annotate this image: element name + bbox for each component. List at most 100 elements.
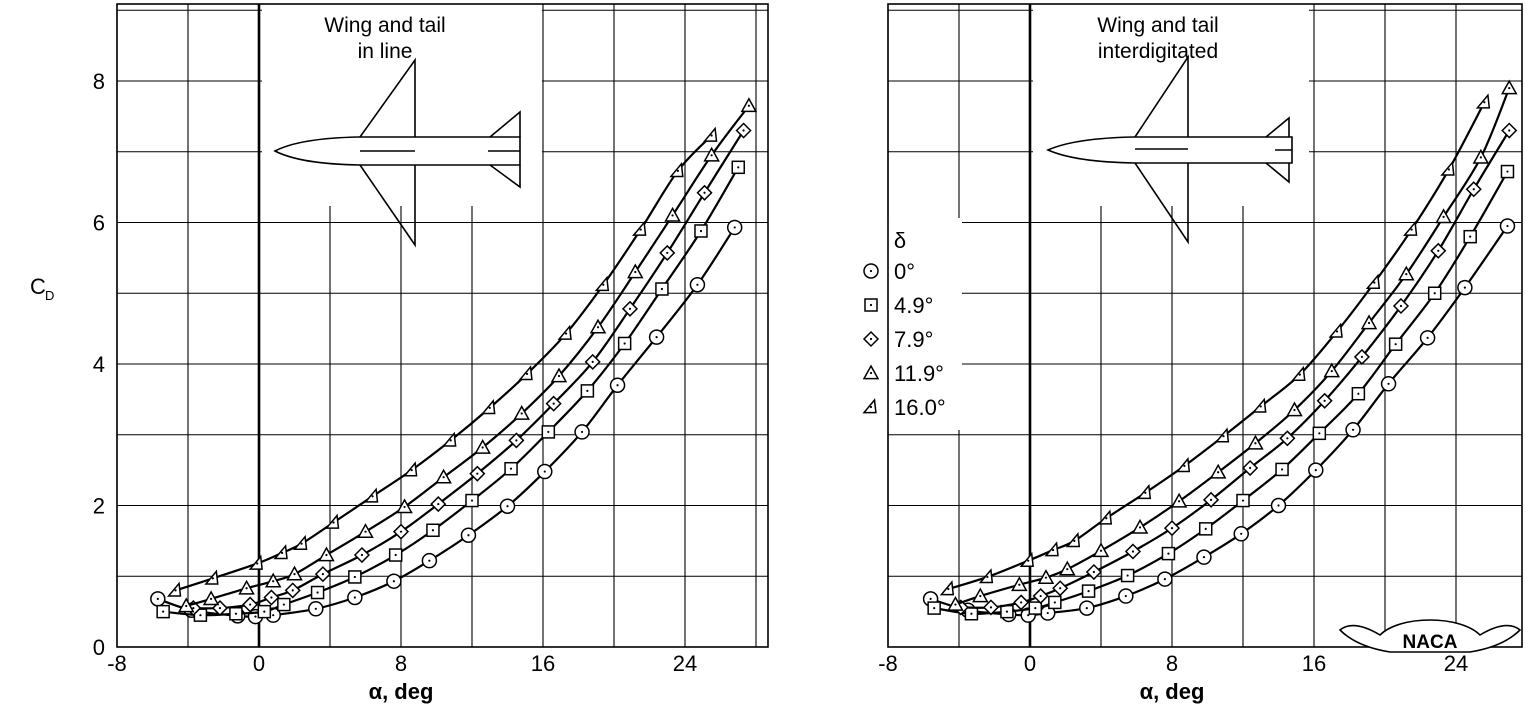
data-point-dot: [986, 575, 989, 579]
data-point: [248, 554, 263, 570]
data-point-dot: [869, 337, 873, 341]
data-point-dot: [1144, 491, 1147, 494]
data-point-dot: [639, 228, 642, 231]
data-point-dot: [428, 559, 431, 562]
data-point-dot: [1483, 101, 1486, 104]
data-point: [939, 580, 955, 596]
data-point-dot: [1163, 577, 1166, 581]
data-point-dot: [1046, 611, 1049, 615]
data-point-dot: [1318, 432, 1321, 435]
data-point-dot: [325, 553, 328, 557]
data-point-dot: [628, 307, 632, 310]
data-point: [204, 569, 219, 585]
data-point-dot: [1298, 373, 1301, 376]
series-half-triangle: [166, 126, 718, 597]
data-point-dot: [1447, 168, 1450, 171]
panel-frame: [116, 3, 769, 648]
x-axis-label: α, deg: [1140, 679, 1205, 704]
data-point-dot: [1394, 343, 1397, 346]
y-axis-label: C D: [30, 274, 54, 303]
missile-sketch-interdigitated: [1046, 54, 1293, 245]
data-point-dot: [1217, 471, 1220, 474]
data-point: [1365, 273, 1381, 289]
data-point-dot: [470, 499, 474, 502]
data-point-dot: [199, 614, 202, 617]
data-point-dot: [710, 134, 713, 137]
data-point-dot: [671, 214, 674, 217]
data-point-dot: [353, 575, 356, 579]
panel-2-title-line-1: Wing and tail: [1097, 14, 1218, 37]
series-line: [948, 101, 1486, 591]
data-point-dot: [634, 270, 637, 274]
data-point-dot: [623, 342, 626, 345]
data-point-dot: [1506, 224, 1509, 228]
x-tick-label: 16: [1302, 651, 1326, 676]
data-point-dot: [1039, 594, 1042, 598]
legend-item: 0°: [863, 259, 915, 284]
data-point-dot: [442, 476, 445, 479]
data-point-dot: [1508, 86, 1511, 90]
data-point-dot: [1373, 281, 1376, 284]
data-point-dot: [591, 360, 594, 363]
data-point-dot: [1335, 330, 1339, 333]
legend-label: 0°: [894, 259, 915, 284]
data-point-dot: [174, 589, 177, 592]
data-point-dot: [557, 374, 561, 378]
data-point-dot: [1222, 435, 1225, 438]
data-point-dot: [156, 597, 159, 600]
panel-2-title-line-2: interdigitated: [1098, 40, 1218, 63]
data-point-dot: [1034, 606, 1037, 610]
data-point: [557, 324, 572, 340]
data-point: [481, 399, 496, 415]
data-point-dot: [1330, 369, 1333, 373]
data-point-dot: [1020, 601, 1023, 604]
data-point-dot: [929, 597, 932, 600]
y-tick-label: 8: [93, 69, 105, 94]
naca-logo-text: NACA: [1403, 632, 1458, 653]
data-point-dot: [1105, 517, 1108, 520]
data-point-dot: [1293, 408, 1296, 412]
data-point-dot: [1085, 606, 1088, 610]
data-point-dot: [869, 269, 873, 273]
x-tick-label: 0: [253, 651, 265, 676]
series-triangle: [947, 79, 1518, 611]
data-point-dot: [1479, 156, 1482, 159]
data-point-dot: [525, 372, 529, 376]
data-point-dot: [1387, 382, 1390, 385]
data-point-dot: [1073, 539, 1076, 542]
data-point: [1175, 457, 1191, 473]
data-point: [1291, 365, 1306, 381]
y-axis-label-subscript: D: [45, 288, 54, 303]
data-point-dot: [1410, 228, 1413, 231]
data-point-dot: [596, 326, 600, 329]
legend-label: 16.0°: [894, 395, 946, 420]
data-point-dot: [1280, 468, 1284, 471]
data-point: [1019, 551, 1034, 568]
data-point-dot: [403, 505, 406, 509]
data-point-dot: [1167, 552, 1170, 555]
data-point-dot: [291, 589, 294, 592]
data-point-dot: [245, 587, 248, 590]
x-tick-label: 16: [531, 651, 555, 676]
data-point-dot: [1204, 527, 1207, 530]
data-point-dot: [410, 469, 413, 472]
data-point-dot: [316, 591, 319, 594]
data-point-dot: [256, 562, 259, 565]
x-tick-label: 0: [1024, 651, 1036, 676]
data-point: [273, 544, 288, 560]
data-point-dot: [1241, 499, 1245, 502]
data-point: [1097, 509, 1113, 525]
data-point-dot: [192, 606, 195, 610]
data-point-dot: [234, 612, 238, 615]
data-point-dot: [476, 472, 479, 475]
data-point: [324, 513, 340, 529]
data-point-dot: [1506, 170, 1509, 173]
data-point-dot: [280, 551, 284, 555]
data-point-dot: [353, 596, 356, 599]
data-point-dot: [321, 573, 324, 576]
panel-frame: [887, 3, 1523, 648]
data-point-dot: [1254, 442, 1257, 445]
data-point-dot: [1259, 405, 1262, 408]
data-point-dot: [979, 594, 982, 598]
y-tick-label: 0: [93, 635, 105, 660]
